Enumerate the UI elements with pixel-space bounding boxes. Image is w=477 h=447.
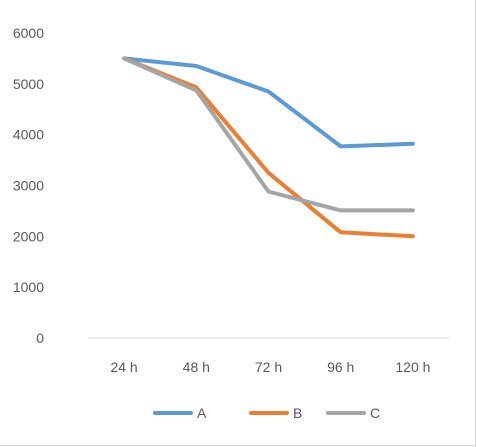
x-tick-label: 120 h <box>395 359 430 375</box>
y-tick-label: 2000 <box>13 228 44 244</box>
y-tick-label: 5000 <box>13 76 44 92</box>
y-tick-label: 4000 <box>13 127 44 143</box>
x-tick-label: 96 h <box>327 359 354 375</box>
legend-label-c: C <box>370 405 380 421</box>
x-tick-label: 72 h <box>255 359 282 375</box>
x-tick-label: 24 h <box>110 359 137 375</box>
y-axis: 0 1000 2000 3000 4000 5000 6000 <box>13 25 44 346</box>
legend-label-a: A <box>197 405 207 421</box>
series-layer <box>122 56 415 239</box>
y-tick-label: 6000 <box>13 25 44 41</box>
series-line-c <box>122 56 415 213</box>
y-tick-label: 3000 <box>13 178 44 194</box>
x-tick-label: 48 h <box>183 359 210 375</box>
series-line-a <box>122 56 415 149</box>
x-axis: 24 h 48 h 72 h 96 h 120 h <box>88 337 449 375</box>
legend: A B C <box>153 405 380 421</box>
y-tick-label: 1000 <box>13 279 44 295</box>
legend-label-b: B <box>293 405 302 421</box>
y-tick-label: 0 <box>36 330 44 346</box>
